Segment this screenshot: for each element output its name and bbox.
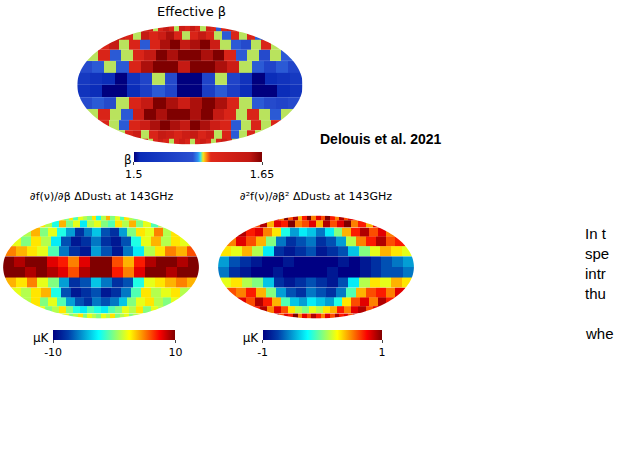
svg-text:Delouis et al. 2021: Delouis et al. 2021 xyxy=(320,131,442,147)
svg-text:thu: thu xyxy=(585,285,606,302)
svg-text:Effective β: Effective β xyxy=(157,4,226,19)
svg-text:-10: -10 xyxy=(44,346,62,359)
svg-text:μK: μK xyxy=(243,331,260,345)
svg-text:-1: -1 xyxy=(257,346,268,359)
svg-text:intr: intr xyxy=(585,265,606,282)
svg-text:μK: μK xyxy=(33,331,50,345)
svg-text:In t: In t xyxy=(585,225,607,242)
svg-text:spe: spe xyxy=(585,245,609,262)
svg-text:β: β xyxy=(124,153,132,167)
svg-text:∂²f(ν)/∂β² ΔDust₂ at 143GHz: ∂²f(ν)/∂β² ΔDust₂ at 143GHz xyxy=(240,190,392,203)
svg-text:1: 1 xyxy=(379,346,386,359)
svg-text:1.65: 1.65 xyxy=(250,168,275,181)
svg-text:whe: whe xyxy=(585,325,614,342)
svg-text:10: 10 xyxy=(169,346,183,359)
svg-text:∂f(ν)/∂β ΔDust₁ at 143GHz: ∂f(ν)/∂β ΔDust₁ at 143GHz xyxy=(30,190,173,203)
svg-text:1.5: 1.5 xyxy=(125,168,143,181)
